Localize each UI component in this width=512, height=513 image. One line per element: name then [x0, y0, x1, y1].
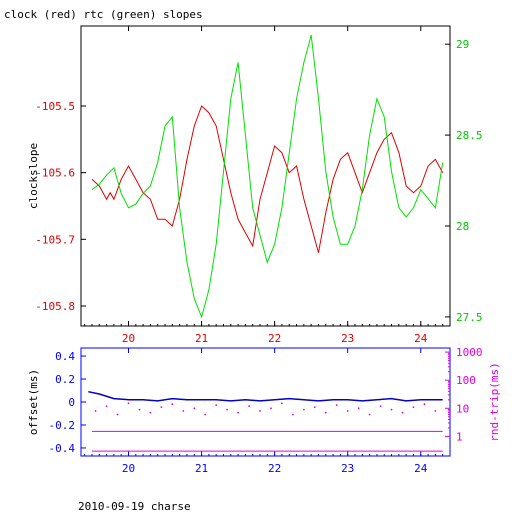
top-y2-tick-label: 28.5 — [456, 129, 483, 142]
rnd-trip-point — [215, 404, 218, 406]
rnd-trip-point — [390, 408, 393, 411]
top-x-tick-label: 22 — [268, 332, 281, 345]
rnd-trip-point — [335, 404, 338, 406]
rnd-trip-point — [368, 413, 371, 416]
top-y-tick-label: -105.6 — [35, 167, 75, 180]
rnd-trip-point — [226, 408, 229, 411]
top-y-tick-label: -105.5 — [35, 100, 75, 113]
top-y2-tick-label: 27.5 — [456, 311, 483, 324]
rnd-trip-point — [423, 403, 426, 406]
bottom-y2-tick-label: 100 — [456, 374, 476, 387]
rnd-trip-point — [379, 405, 382, 407]
rnd-trip-point — [324, 411, 327, 414]
rnd-trip-point — [171, 403, 174, 406]
bottom-y-tick-label: -0.2 — [49, 419, 76, 432]
rnd-trip-point — [237, 411, 240, 414]
bottom-chart-ylabel: offset(ms) — [27, 369, 40, 435]
bottom-y-tick-label: 0.2 — [55, 373, 75, 386]
rnd-trip-point — [193, 407, 196, 410]
top-x-tick-label: 23 — [341, 332, 354, 345]
top-x-tick-label: 21 — [195, 332, 208, 345]
bottom-y-tick-label: -0.4 — [49, 442, 76, 455]
top-chart-title: clock (red) rtc (green) slopes — [4, 8, 203, 21]
rnd-trip-point — [292, 413, 294, 416]
bottom-y2-tick-label: 1000 — [456, 346, 483, 359]
bottom-x-tick-label: 24 — [414, 462, 428, 475]
rnd-trip-point — [313, 406, 316, 408]
top-y2-tick-label: 29 — [456, 38, 469, 51]
bottom-chart-frame — [80, 347, 451, 457]
series-line-clock — [91, 105, 444, 253]
top-chart-frame — [80, 25, 451, 327]
rnd-trip-point — [401, 411, 404, 414]
bottom-y2-tick-label: 1 — [456, 430, 463, 443]
rnd-trip-point — [94, 410, 97, 412]
rnd-trip-point — [127, 402, 130, 405]
top-y-tick-label: -105.7 — [35, 233, 75, 246]
series-line-rtc — [91, 34, 444, 319]
bottom-chart-y2label: rnd-trip(ms) — [488, 362, 501, 441]
rnd-trip-point — [149, 411, 152, 414]
bottom-y-tick-label: 0 — [68, 396, 75, 409]
footer-text: 2010-09-19 charse — [78, 500, 191, 513]
rnd-trip-point — [248, 405, 251, 407]
rnd-trip-point — [270, 407, 272, 410]
rnd-trip-point — [116, 413, 119, 416]
rnd-trip-point — [204, 413, 207, 416]
top-chart-ylabel: clockslope — [27, 143, 40, 209]
top-chart-marks: 20 21 22 23 24 -105.5 -105.6 -105.7 -105.8 29 28.5… — [35, 26, 483, 345]
bottom-y2-tick-label: 10 — [456, 402, 469, 415]
rnd-trip-point — [281, 402, 283, 405]
bottom-y-tick-label: 0.4 — [55, 350, 75, 363]
top-x-tick-label: 20 — [122, 332, 135, 345]
rnd-trip-point — [346, 410, 349, 412]
rnd-trip-point — [138, 408, 141, 411]
bottom-x-tick-label: 21 — [195, 462, 208, 475]
rnd-trip-point — [303, 408, 305, 411]
rnd-trip-point — [259, 410, 261, 412]
rnd-trip-point — [160, 406, 163, 408]
rnd-trip-point — [182, 410, 185, 412]
bottom-x-tick-label: 23 — [341, 462, 354, 475]
rnd-trip-point — [434, 410, 437, 412]
rnd-trip-point — [105, 405, 108, 407]
series-line-offset — [88, 390, 443, 402]
top-x-tick-label: 24 — [414, 332, 428, 345]
bottom-x-tick-label: 22 — [268, 462, 281, 475]
rnd-trip-point — [357, 407, 360, 410]
bottom-x-tick-label: 20 — [122, 462, 135, 475]
rnd-trip-point — [412, 406, 415, 408]
bottom-chart-marks: 20 21 22 23 24 0.4 0.2 0 -0.2 -0.4 1000 100 10 1 — [49, 346, 483, 475]
top-y-tick-label: -105.8 — [35, 300, 75, 313]
top-y2-tick-label: 28 — [456, 220, 469, 233]
